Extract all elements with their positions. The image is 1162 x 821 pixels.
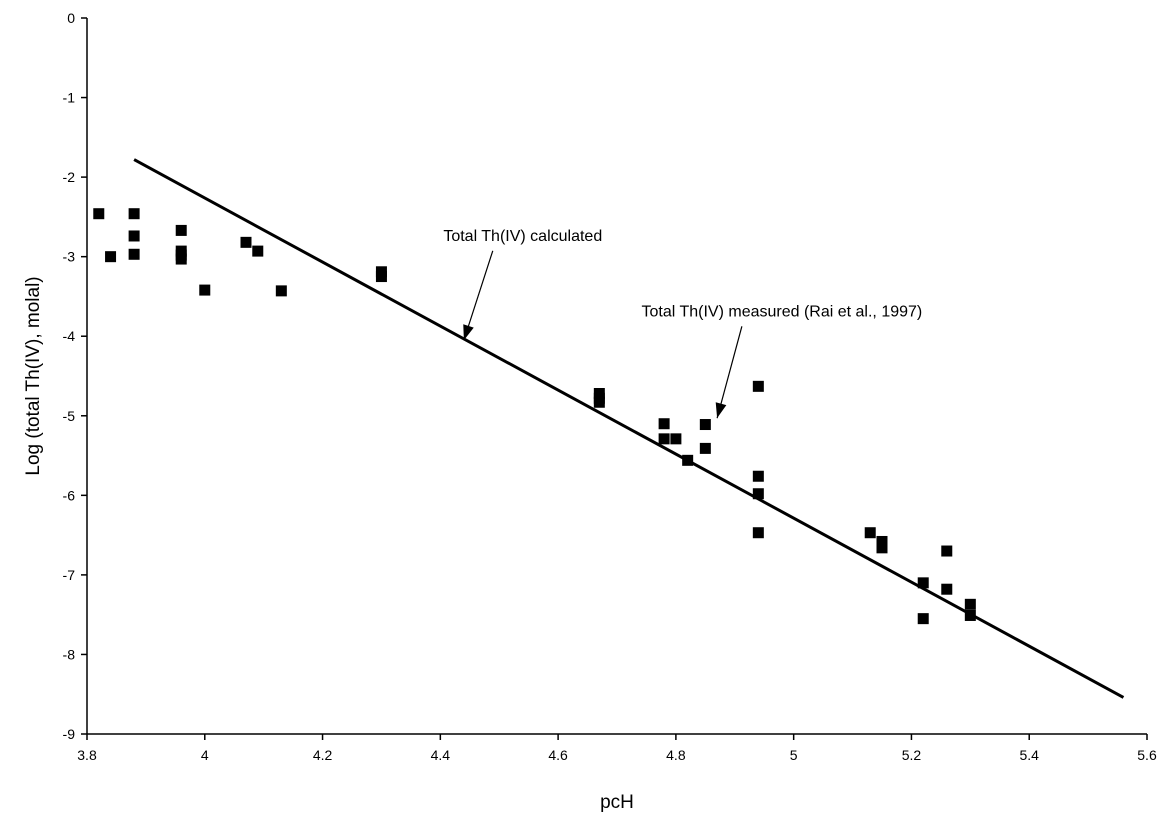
data-point — [105, 251, 117, 263]
x-tick-label: 5.4 — [1019, 747, 1039, 763]
data-point — [876, 542, 888, 554]
data-point — [175, 253, 187, 265]
data-point — [93, 208, 105, 220]
data-point — [682, 454, 694, 466]
y-axis-title: Log (total Th(IV), molal) — [23, 276, 44, 475]
y-tick-label: -5 — [63, 408, 76, 424]
data-point — [917, 613, 929, 625]
y-tick-label: -6 — [63, 487, 76, 503]
x-tick-label: 3.8 — [77, 747, 97, 763]
data-point — [670, 433, 682, 445]
data-point — [275, 285, 287, 297]
data-point — [240, 236, 252, 248]
x-tick-label: 4 — [201, 747, 209, 763]
data-point — [964, 598, 976, 610]
data-point — [752, 380, 764, 392]
data-point — [876, 535, 888, 547]
data-point — [699, 442, 711, 454]
x-tick-label: 4.4 — [431, 747, 451, 763]
y-tick-label: -1 — [63, 90, 76, 106]
data-point — [917, 577, 929, 589]
x-tick-label: 5.2 — [902, 747, 922, 763]
data-point — [658, 433, 670, 445]
annotation-label: Total Th(IV) measured (Rai et al., 1997) — [642, 303, 923, 320]
y-axis: 0 -1 -2 -3 -4 -5 -6 -7 -8 -9 — [63, 10, 88, 742]
x-tick-label: 4.6 — [548, 747, 568, 763]
data-point — [128, 248, 140, 260]
annotation-label: Total Th(IV) calculated — [443, 228, 602, 245]
annotation-arrow-line — [716, 326, 743, 419]
plot-area — [93, 158, 1125, 699]
data-point — [752, 470, 764, 482]
x-tick-label: 4.2 — [313, 747, 333, 763]
annotation-arrowhead — [463, 324, 474, 341]
y-tick-label: -7 — [63, 567, 76, 583]
calculated-line — [133, 158, 1125, 699]
annotation-arrow-line — [463, 250, 494, 341]
y-tick-label: -4 — [63, 328, 76, 344]
annotations: Total Th(IV) calculated Total Th(IV) meas… — [443, 228, 923, 419]
y-tick-label: -3 — [63, 249, 76, 265]
data-point — [964, 609, 976, 621]
y-tick-label: 0 — [67, 10, 75, 26]
x-tick-label: 4.8 — [666, 747, 686, 763]
data-point — [128, 230, 140, 242]
x-tick-label: 5.6 — [1137, 747, 1157, 763]
data-point — [941, 583, 953, 595]
data-point — [375, 271, 387, 283]
y-tick-label: -9 — [63, 726, 76, 742]
data-point — [752, 527, 764, 539]
data-point — [128, 208, 140, 220]
y-tick-label: -2 — [63, 169, 76, 185]
annotation-arrowhead — [715, 402, 727, 419]
data-point — [199, 284, 211, 296]
data-point — [593, 396, 605, 408]
data-point — [941, 545, 953, 557]
x-axis: 3.8 4 4.2 4.4 4.6 4.8 5 5.2 5.4 5.6 — [77, 733, 1157, 763]
x-axis-title: pcH — [600, 792, 634, 813]
y-ticks: 0 -1 -2 -3 -4 -5 -6 -7 -8 -9 — [63, 10, 87, 742]
x-ticks: 3.8 4 4.2 4.4 4.6 4.8 5 5.2 5.4 5.6 — [77, 734, 1157, 763]
data-point — [699, 419, 711, 431]
data-point — [175, 224, 187, 236]
data-point — [864, 527, 876, 539]
x-tick-label: 5 — [790, 747, 798, 763]
data-point — [252, 245, 264, 257]
data-point — [752, 488, 764, 500]
y-tick-label: -8 — [63, 646, 76, 662]
data-point — [658, 418, 670, 430]
